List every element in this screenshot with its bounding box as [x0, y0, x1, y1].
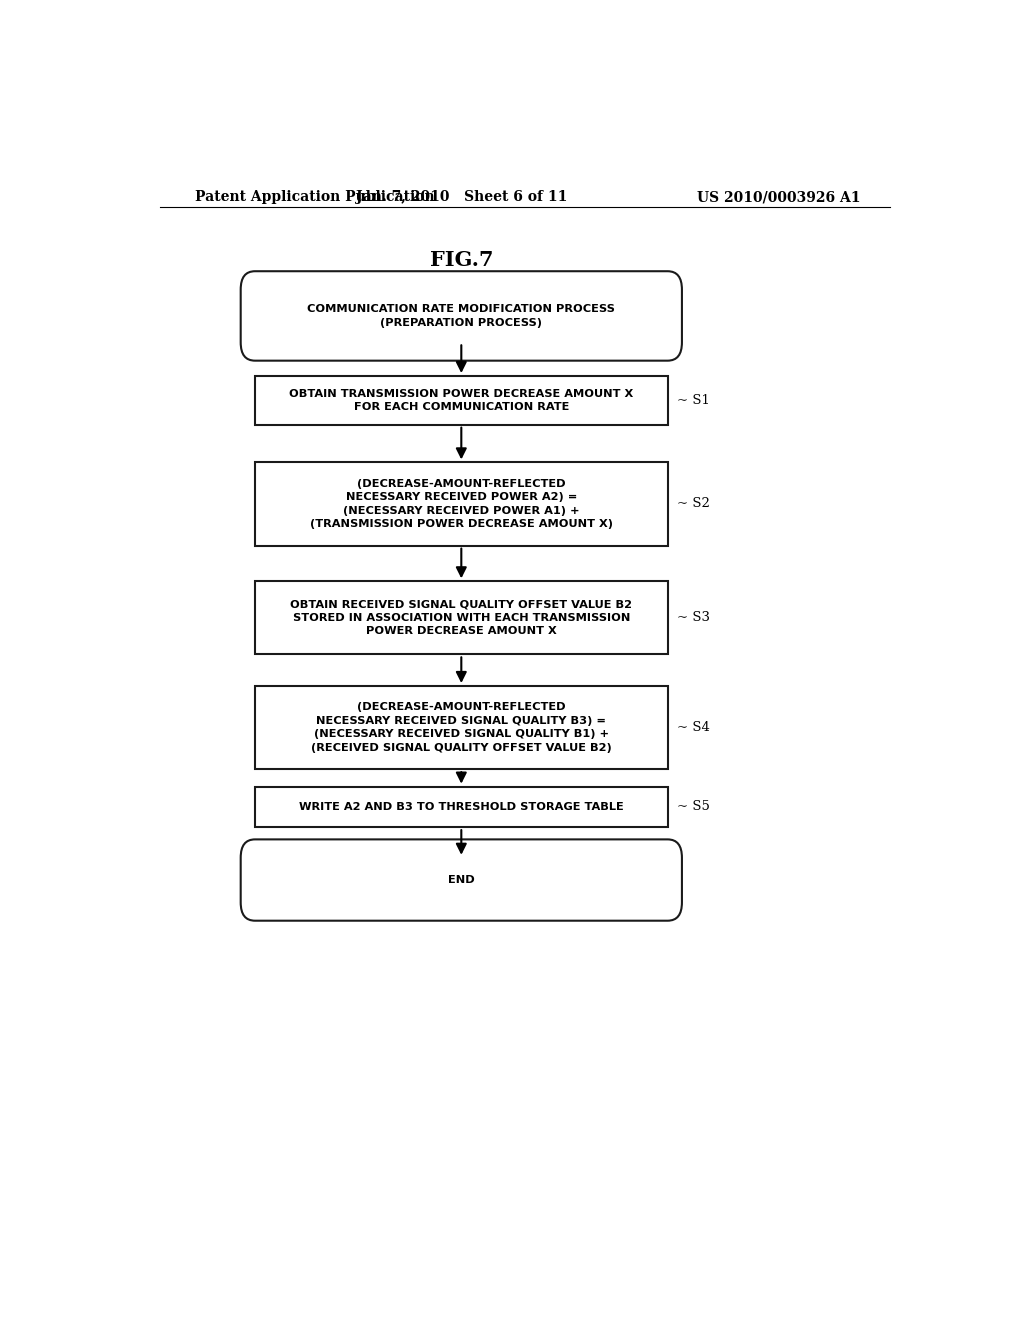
Text: Patent Application Publication: Patent Application Publication — [196, 190, 435, 205]
Bar — [255, 462, 668, 545]
Text: COMMUNICATION RATE MODIFICATION PROCESS
(PREPARATION PROCESS): COMMUNICATION RATE MODIFICATION PROCESS … — [307, 304, 615, 327]
FancyBboxPatch shape — [241, 271, 682, 360]
Bar — [255, 376, 668, 425]
Bar — [255, 787, 668, 828]
Text: OBTAIN RECEIVED SIGNAL QUALITY OFFSET VALUE B2
STORED IN ASSOCIATION WITH EACH T: OBTAIN RECEIVED SIGNAL QUALITY OFFSET VA… — [291, 599, 632, 636]
Text: WRITE A2 AND B3 TO THRESHOLD STORAGE TABLE: WRITE A2 AND B3 TO THRESHOLD STORAGE TAB… — [299, 801, 624, 812]
Text: ~ S2: ~ S2 — [677, 498, 710, 511]
FancyBboxPatch shape — [241, 840, 682, 921]
Bar — [255, 581, 668, 655]
Text: ~ S1: ~ S1 — [677, 393, 710, 407]
Text: OBTAIN TRANSMISSION POWER DECREASE AMOUNT X
FOR EACH COMMUNICATION RATE: OBTAIN TRANSMISSION POWER DECREASE AMOUN… — [289, 388, 634, 412]
Text: (DECREASE-AMOUNT-REFLECTED
NECESSARY RECEIVED SIGNAL QUALITY B3) =
(NECESSARY RE: (DECREASE-AMOUNT-REFLECTED NECESSARY REC… — [311, 702, 611, 752]
Text: ~ S3: ~ S3 — [677, 611, 711, 624]
Text: ~ S5: ~ S5 — [677, 800, 710, 813]
Text: END: END — [447, 875, 475, 884]
Text: FIG.7: FIG.7 — [429, 249, 494, 271]
Bar — [255, 686, 668, 770]
Text: Jan. 7, 2010   Sheet 6 of 11: Jan. 7, 2010 Sheet 6 of 11 — [355, 190, 567, 205]
Text: ~ S4: ~ S4 — [677, 721, 710, 734]
Text: (DECREASE-AMOUNT-REFLECTED
NECESSARY RECEIVED POWER A2) =
(NECESSARY RECEIVED PO: (DECREASE-AMOUNT-REFLECTED NECESSARY REC… — [310, 479, 612, 529]
Text: US 2010/0003926 A1: US 2010/0003926 A1 — [697, 190, 860, 205]
